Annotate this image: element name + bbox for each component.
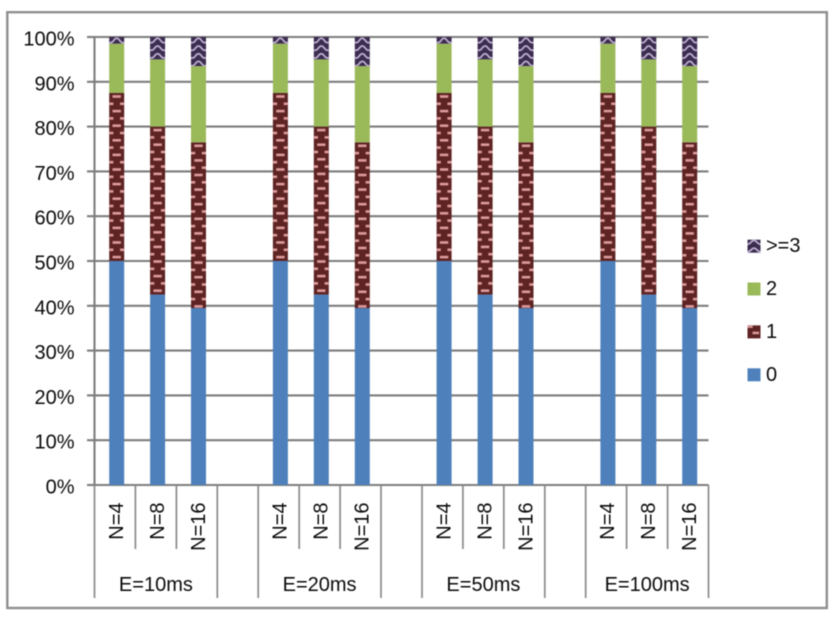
svg-text:N=16: N=16 xyxy=(188,503,210,551)
svg-text:30%: 30% xyxy=(34,342,74,364)
svg-text:N=8: N=8 xyxy=(147,503,169,540)
svg-text:E=100ms: E=100ms xyxy=(605,574,690,596)
svg-text:40%: 40% xyxy=(34,297,74,319)
svg-text:E=50ms: E=50ms xyxy=(446,574,520,596)
svg-text:1: 1 xyxy=(766,321,777,343)
svg-text:E=20ms: E=20ms xyxy=(283,574,357,596)
svg-text:N=4: N=4 xyxy=(106,503,128,540)
svg-text:20%: 20% xyxy=(34,387,74,409)
svg-text:100%: 100% xyxy=(23,29,74,51)
svg-text:N=16: N=16 xyxy=(352,503,374,551)
svg-text:50%: 50% xyxy=(34,253,74,275)
svg-text:0: 0 xyxy=(766,364,777,386)
svg-text:N=4: N=4 xyxy=(433,503,455,540)
svg-text:80%: 80% xyxy=(34,118,74,140)
svg-text:0%: 0% xyxy=(46,477,75,499)
svg-text:N=4: N=4 xyxy=(270,503,292,540)
svg-text:N=4: N=4 xyxy=(597,503,619,540)
svg-text:10%: 10% xyxy=(34,432,74,454)
svg-text:2: 2 xyxy=(766,278,777,300)
svg-text:90%: 90% xyxy=(34,73,74,95)
svg-text:>=3: >=3 xyxy=(766,235,800,257)
svg-text:E=10ms: E=10ms xyxy=(119,574,193,596)
svg-text:N=8: N=8 xyxy=(474,503,496,540)
svg-text:N=16: N=16 xyxy=(515,503,537,551)
svg-text:70%: 70% xyxy=(34,163,74,185)
svg-text:N=8: N=8 xyxy=(638,503,660,540)
svg-text:N=8: N=8 xyxy=(311,503,333,540)
svg-text:60%: 60% xyxy=(34,208,74,230)
svg-text:N=16: N=16 xyxy=(679,503,701,551)
